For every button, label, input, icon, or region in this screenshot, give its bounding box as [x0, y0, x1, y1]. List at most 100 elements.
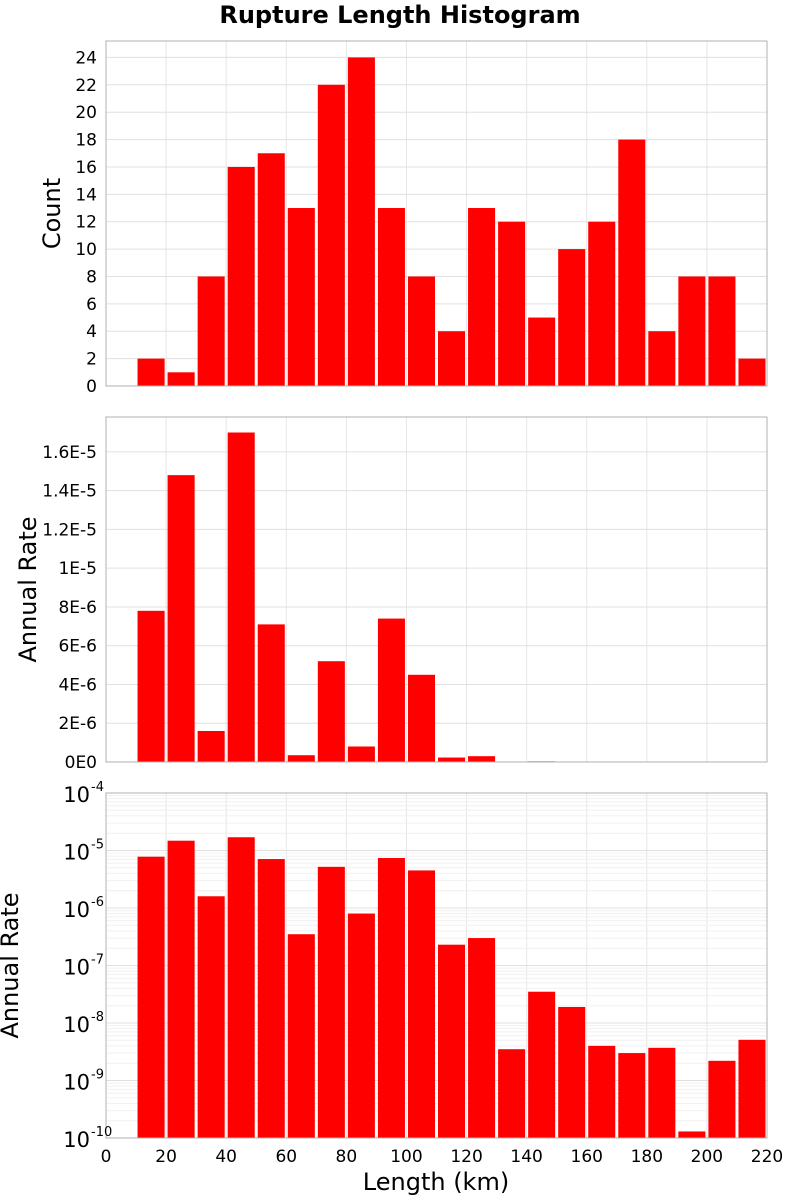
bar: [407, 674, 435, 762]
bar: [588, 221, 616, 386]
bar: [167, 475, 195, 762]
bar: [468, 938, 496, 1138]
y-tick-label: 10: [63, 1128, 90, 1152]
x-tick-label: 140: [510, 1147, 542, 1167]
bar: [317, 661, 345, 762]
bar: [317, 84, 345, 387]
y-tick-exponent: -9: [91, 1068, 104, 1083]
y-tick-label: 2E-6: [58, 714, 97, 734]
bar: [738, 358, 766, 386]
bar: [648, 331, 676, 386]
x-tick-label: 20: [155, 1147, 177, 1167]
bar: [618, 1053, 646, 1138]
bar: [528, 317, 556, 386]
y-tick-label: 0: [86, 377, 97, 397]
x-tick-label: 220: [751, 1147, 783, 1167]
y-tick-label: 1.4E-5: [42, 482, 97, 502]
y-tick-exponent: -4: [91, 780, 104, 795]
bar: [377, 858, 405, 1138]
bar: [528, 991, 556, 1138]
y-tick-label: 8: [86, 267, 97, 287]
bar: [287, 934, 315, 1138]
bar: [257, 624, 285, 762]
bar: [618, 139, 646, 386]
bar: [347, 913, 375, 1138]
bar: [227, 166, 255, 386]
y-tick-label: 10: [63, 1013, 90, 1037]
y-tick-label: 10: [63, 783, 90, 807]
y-tick-label: 14: [75, 185, 97, 205]
bar: [498, 1049, 526, 1138]
y-tick-label: 10: [63, 1071, 90, 1095]
y-tick-label: 24: [75, 48, 97, 68]
x-tick-label: 60: [275, 1147, 297, 1167]
bar: [257, 859, 285, 1138]
bar: [227, 432, 255, 762]
y-axis-label: Count: [38, 178, 66, 249]
y-tick-label: 6: [86, 295, 97, 315]
y-tick-label: 10: [63, 956, 90, 980]
panel-2: 0E0 2E-6 4E-6 6E-6 8E-6 1E-5 1.2E-5 1.4E-5 1.6E-…: [14, 416, 768, 773]
x-tick-label: 180: [631, 1147, 663, 1167]
x-axis-label: Length (km): [363, 1168, 509, 1196]
bar: [167, 372, 195, 386]
y-tick-label: 10: [75, 240, 97, 260]
bar: [197, 730, 225, 762]
y-tick-label: 8E-6: [58, 598, 97, 618]
y-tick-exponent: -6: [91, 895, 104, 910]
bar: [648, 1047, 676, 1138]
plot-frame: [105, 792, 768, 1139]
bar: [468, 208, 496, 386]
bar: [377, 208, 405, 386]
x-tick-label: 100: [390, 1147, 422, 1167]
bar: [438, 331, 466, 386]
bar: [347, 746, 375, 762]
y-tick-exponent: -10: [91, 1125, 112, 1140]
x-axis: 0 20 40 60 80 100 120 140 160 180 200 220: [101, 1147, 784, 1167]
bar: [708, 276, 736, 386]
bar: [137, 610, 165, 762]
bar: [468, 756, 496, 762]
x-tick-label: 200: [691, 1147, 723, 1167]
y-tick-label: 12: [75, 213, 97, 233]
bar: [558, 1006, 586, 1138]
bar: [197, 276, 225, 386]
y-tick-label: 0E0: [65, 753, 97, 773]
bar: [708, 1060, 736, 1138]
bar: [167, 840, 195, 1138]
y-axis-label: Annual Rate: [0, 892, 24, 1038]
plot-frame: [105, 40, 768, 387]
y-tick-label: 1E-5: [58, 559, 97, 579]
plot-frame: [105, 416, 768, 763]
y-tick-exponent: -5: [91, 838, 104, 853]
bar: [377, 618, 405, 762]
y-tick-label: 10: [63, 898, 90, 922]
x-tick-label: 120: [450, 1147, 482, 1167]
bar: [678, 1131, 706, 1138]
x-tick-label: 80: [336, 1147, 358, 1167]
bar: [407, 870, 435, 1138]
y-axis-label: Annual Rate: [14, 516, 42, 662]
chart-title: Rupture Length Histogram: [219, 1, 580, 29]
bar: [347, 57, 375, 387]
bar: [317, 866, 345, 1138]
x-tick-label: 0: [101, 1147, 112, 1167]
bar: [438, 944, 466, 1138]
y-tick-label: 10: [63, 841, 90, 865]
bar: [438, 757, 466, 762]
y-tick-exponent: -8: [91, 1010, 104, 1025]
y-tick-label: 20: [75, 103, 97, 123]
bar: [407, 276, 435, 386]
y-tick-label: 4: [86, 322, 97, 342]
bar: [287, 755, 315, 762]
bar: [227, 837, 255, 1138]
y-tick-label: 2: [86, 350, 97, 370]
y-tick-label: 16: [75, 158, 97, 178]
bar: [738, 1039, 766, 1138]
bar: [498, 221, 526, 386]
y-tick-label: 1.6E-5: [42, 443, 97, 463]
y-tick-label: 6E-6: [58, 637, 97, 657]
y-tick-label: 4E-6: [58, 675, 97, 695]
y-tick-label: 22: [75, 76, 97, 96]
